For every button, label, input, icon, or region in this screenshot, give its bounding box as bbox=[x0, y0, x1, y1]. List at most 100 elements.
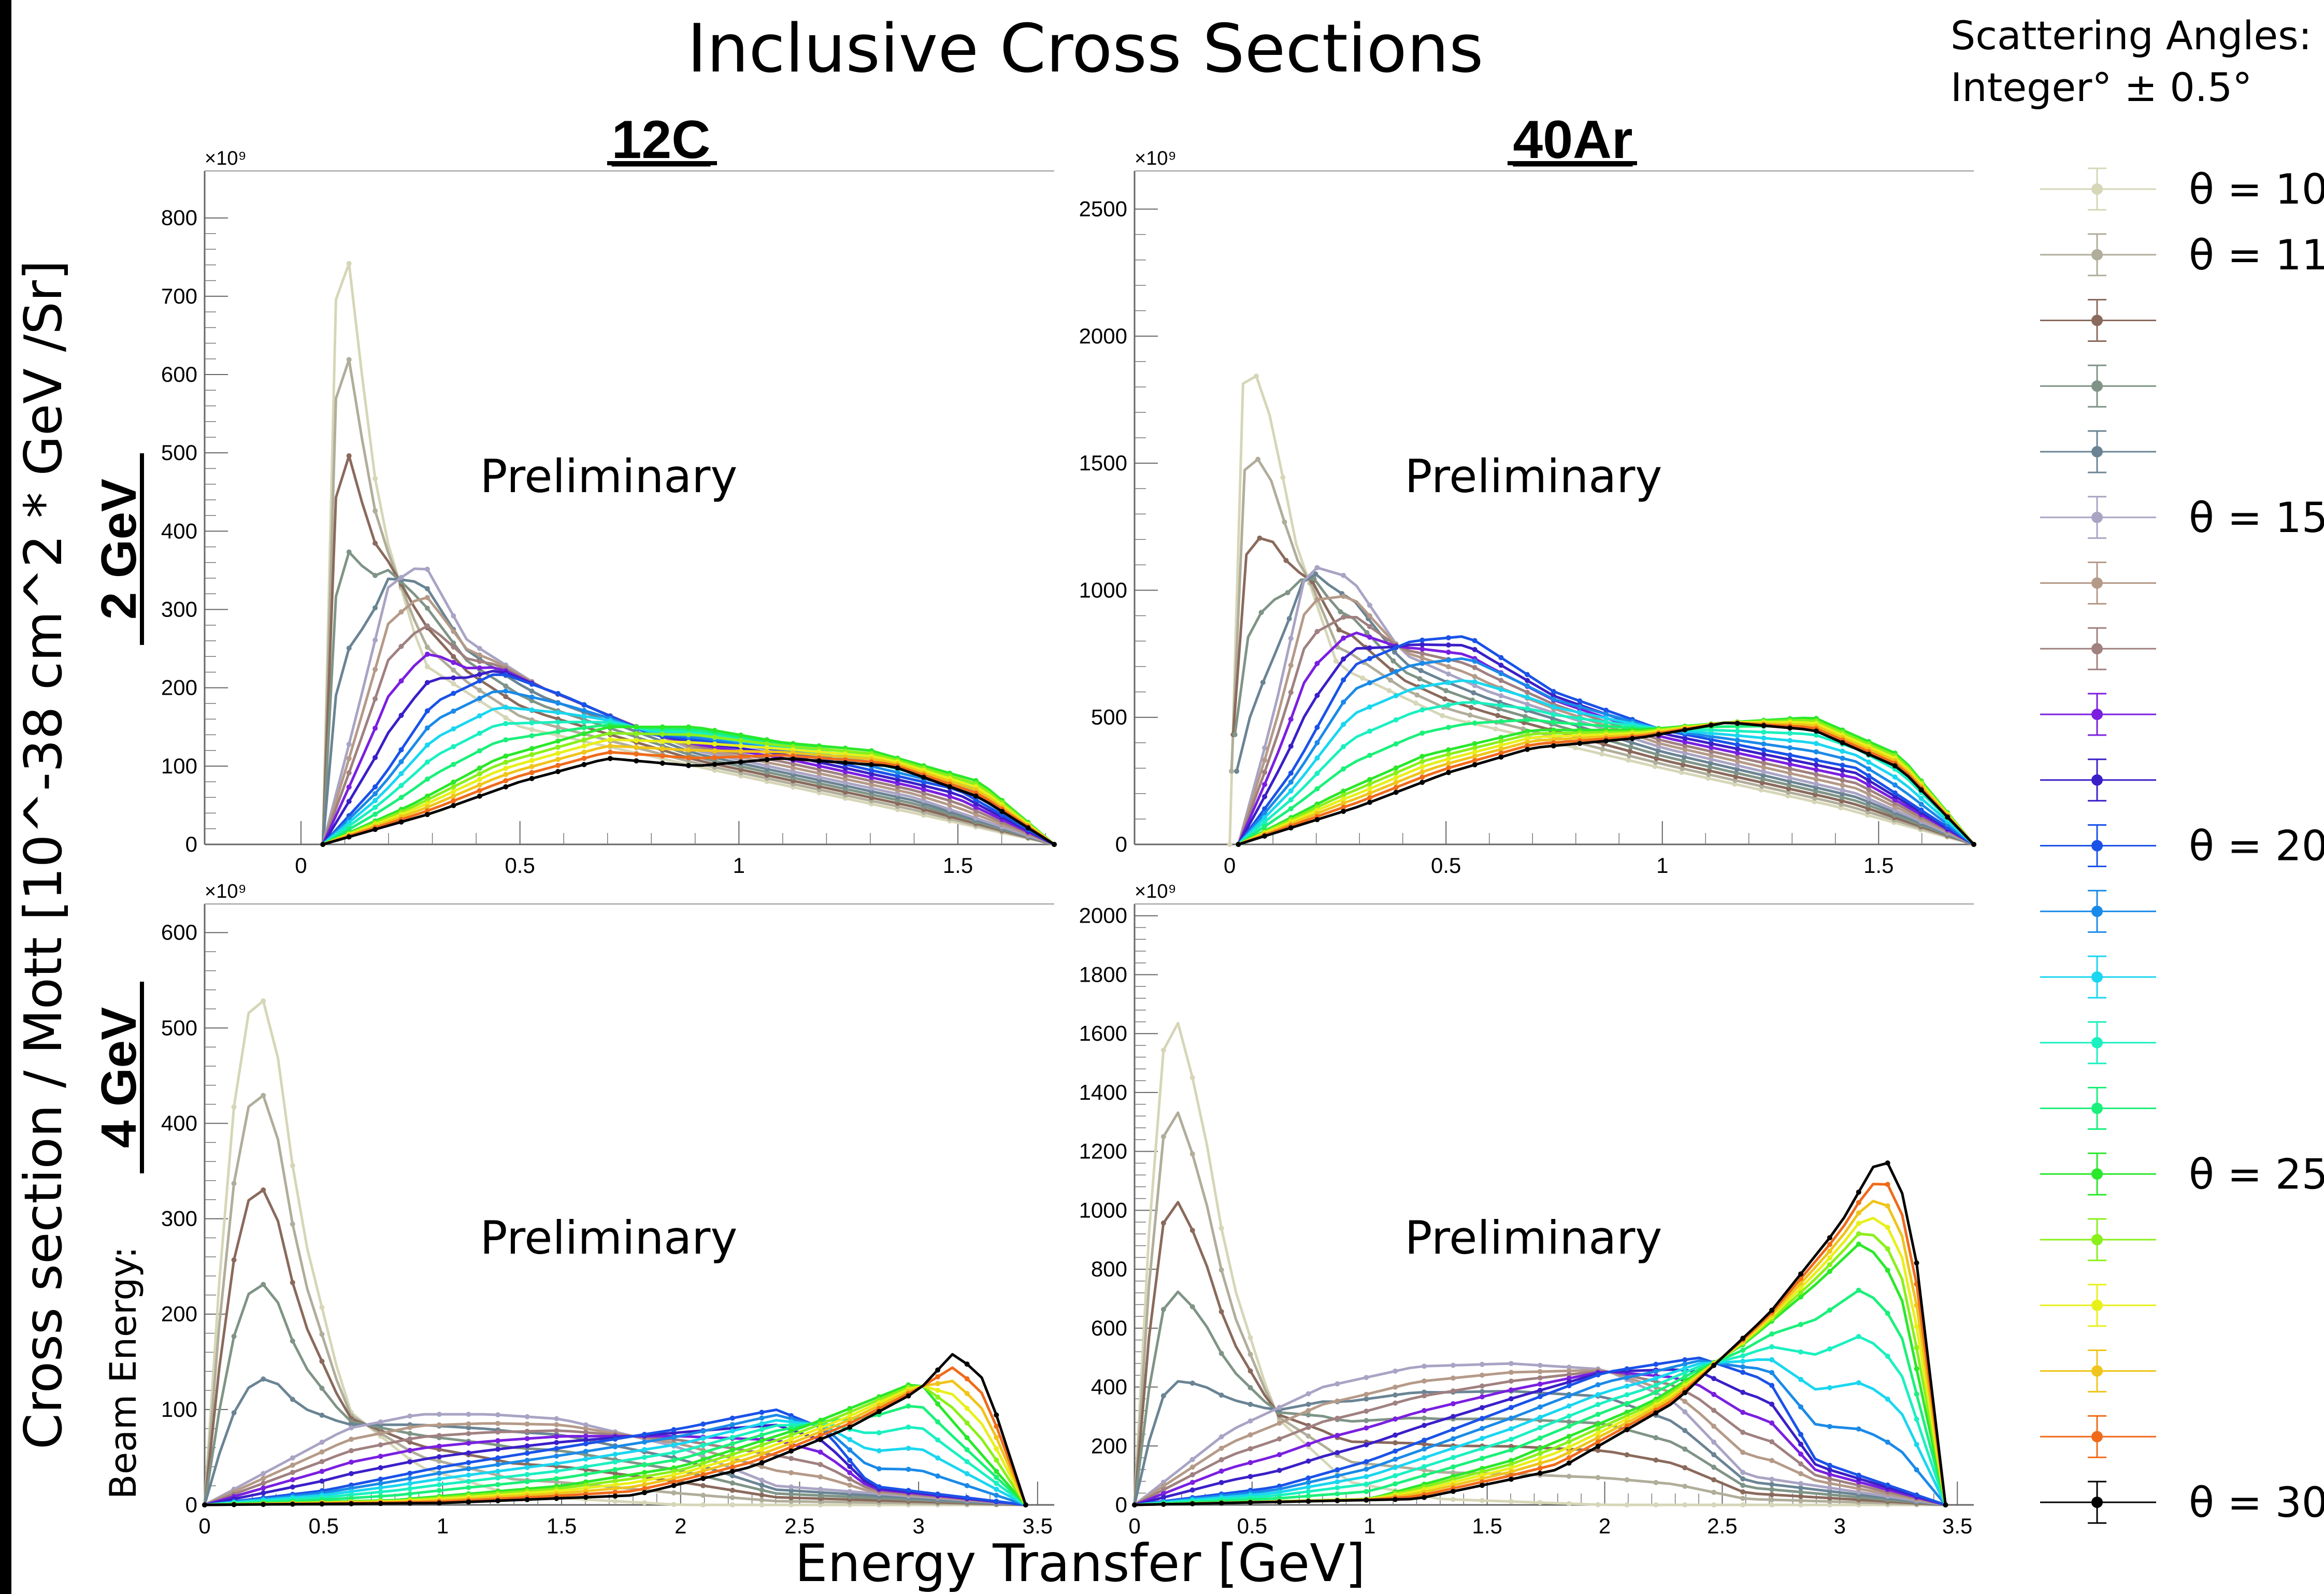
data-point bbox=[759, 1451, 765, 1457]
data-point bbox=[1306, 1499, 1311, 1504]
data-point bbox=[1652, 764, 1658, 769]
data-point bbox=[231, 1502, 237, 1507]
data-point bbox=[1653, 1410, 1659, 1416]
data-point bbox=[503, 694, 509, 699]
data-point bbox=[895, 787, 900, 793]
data-point bbox=[1440, 713, 1445, 719]
data-point bbox=[1798, 1294, 1803, 1300]
data-point bbox=[436, 1482, 442, 1488]
data-point bbox=[1840, 749, 1845, 754]
data-point bbox=[1798, 1349, 1803, 1355]
data-point bbox=[994, 1499, 999, 1504]
data-point bbox=[1364, 1467, 1369, 1472]
data-point bbox=[1367, 777, 1372, 782]
data-point bbox=[261, 1490, 266, 1496]
data-point bbox=[583, 1495, 589, 1500]
data-point bbox=[407, 1491, 413, 1497]
data-point bbox=[1335, 1485, 1340, 1490]
data-point bbox=[1798, 1481, 1803, 1486]
data-point bbox=[398, 712, 404, 718]
data-point bbox=[1525, 701, 1530, 707]
data-point bbox=[1711, 1439, 1717, 1445]
data-point bbox=[495, 1469, 500, 1474]
data-point bbox=[964, 1447, 970, 1453]
data-point bbox=[729, 1480, 735, 1486]
data-point bbox=[1218, 1500, 1224, 1506]
data-point bbox=[729, 1422, 735, 1427]
legend-entry-theta-10: θ = 10° bbox=[2040, 165, 2324, 213]
legend-entry-theta-20: θ = 20° bbox=[2040, 822, 2324, 870]
data-point bbox=[1393, 1448, 1398, 1454]
data-point bbox=[964, 1391, 970, 1396]
data-point bbox=[1566, 1383, 1572, 1388]
data-point bbox=[529, 681, 535, 687]
data-point bbox=[1419, 730, 1425, 736]
data-point bbox=[1599, 751, 1604, 757]
data-point bbox=[1218, 1445, 1224, 1451]
data-point bbox=[1247, 1368, 1253, 1374]
data-point bbox=[451, 793, 456, 799]
data-point bbox=[607, 756, 613, 762]
legend-entry-theta-19 bbox=[2040, 758, 2156, 802]
data-point bbox=[1827, 1269, 1832, 1274]
data-point bbox=[671, 1483, 677, 1488]
data-point bbox=[1479, 1498, 1485, 1503]
panel-3: 0 200 400 600 800 1000 1200 1400 1600 1800 2000 0 0.… bbox=[1079, 881, 1974, 1538]
data-point bbox=[1446, 642, 1451, 648]
data-point bbox=[634, 724, 639, 730]
legend-marker bbox=[2091, 511, 2103, 523]
data-point bbox=[729, 1495, 735, 1500]
data-point bbox=[477, 788, 482, 794]
data-point bbox=[451, 654, 456, 659]
data-point bbox=[466, 1431, 471, 1437]
data-point bbox=[1595, 1475, 1601, 1481]
data-point bbox=[1367, 624, 1372, 629]
data-point bbox=[1498, 746, 1504, 752]
data-point bbox=[1498, 754, 1504, 760]
data-point bbox=[1393, 785, 1399, 791]
data-point bbox=[1866, 759, 1872, 765]
data-point bbox=[451, 691, 456, 696]
data-point bbox=[1160, 1134, 1166, 1140]
data-point bbox=[349, 1425, 354, 1431]
data-point bbox=[398, 747, 404, 753]
data-point bbox=[1508, 1387, 1514, 1393]
data-point bbox=[1856, 1380, 1861, 1386]
legend-entry-theta-13 bbox=[2040, 364, 2156, 408]
data-point bbox=[1189, 1075, 1195, 1081]
data-point bbox=[231, 1104, 237, 1110]
data-point bbox=[700, 1443, 706, 1448]
data-point bbox=[634, 731, 639, 737]
data-point bbox=[1498, 742, 1504, 748]
data-point bbox=[1813, 781, 1819, 787]
data-point bbox=[424, 680, 430, 685]
data-point bbox=[1769, 1497, 1775, 1503]
data-point bbox=[1537, 1500, 1543, 1505]
data-point bbox=[1160, 1501, 1166, 1507]
legend-entry-theta-17 bbox=[2040, 627, 2156, 670]
data-point bbox=[1247, 1460, 1253, 1466]
data-point bbox=[372, 791, 378, 797]
data-point bbox=[1813, 757, 1819, 763]
data-point bbox=[1740, 1353, 1746, 1359]
data-point bbox=[1446, 702, 1451, 708]
data-point bbox=[319, 1449, 325, 1455]
data-point bbox=[1422, 1378, 1427, 1384]
data-point bbox=[554, 1422, 560, 1428]
data-point bbox=[1341, 722, 1346, 727]
data-point bbox=[372, 476, 378, 481]
data-point bbox=[1364, 1442, 1369, 1447]
data-point bbox=[1769, 1370, 1775, 1375]
data-point bbox=[1682, 754, 1687, 760]
data-point bbox=[1335, 1432, 1340, 1438]
x-tick-label: 2 bbox=[675, 1514, 686, 1538]
data-point bbox=[729, 1428, 735, 1434]
data-point bbox=[1276, 1499, 1282, 1505]
data-point bbox=[1262, 757, 1268, 763]
data-point bbox=[378, 1476, 383, 1482]
data-point bbox=[1682, 1366, 1688, 1371]
data-point bbox=[319, 1304, 325, 1310]
data-point bbox=[1306, 1484, 1311, 1490]
data-point bbox=[424, 759, 430, 765]
data-point bbox=[554, 1446, 560, 1452]
